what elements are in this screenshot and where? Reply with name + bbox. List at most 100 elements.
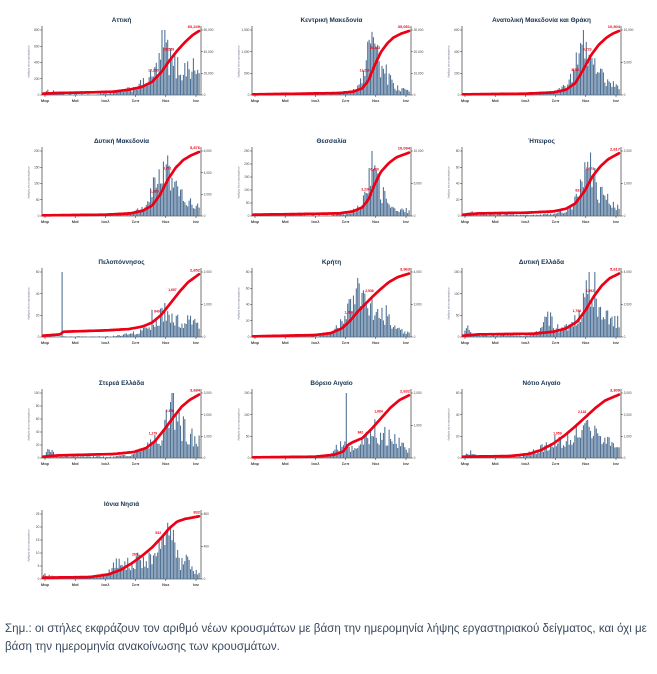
daily-bar: [618, 208, 620, 216]
daily-bar: [597, 199, 599, 216]
daily-bar: [538, 452, 540, 458]
daily-bar: [375, 46, 377, 95]
daily-bar: [192, 58, 194, 95]
y-axis-label: Αριθμός νέων κρουσμάτων: [237, 408, 241, 441]
daily-bar: [138, 450, 140, 458]
daily-bar: [498, 213, 500, 216]
daily-bar: [510, 335, 512, 337]
left-tick-label: 10: [36, 551, 40, 555]
daily-bar: [167, 39, 169, 95]
x-tick-label: Ιουλ: [521, 461, 530, 466]
daily-bar: [170, 48, 172, 95]
daily-bar: [525, 214, 527, 216]
daily-bar: [594, 167, 596, 216]
daily-bar: [528, 335, 530, 337]
daily-bar: [107, 336, 109, 337]
daily-bar: [131, 563, 133, 579]
daily-bar: [394, 434, 396, 458]
daily-bar: [402, 442, 404, 458]
daily-bar: [125, 569, 127, 579]
daily-bar: [540, 93, 542, 95]
daily-bar: [144, 566, 146, 579]
daily-bar: [168, 314, 170, 337]
daily-bar: [145, 561, 147, 579]
daily-bar: [184, 561, 186, 579]
region-chart-panel: Κρήτη 0 20 40 60 80 0 2,000 4,000 Μαρ Μαϊ Ιουλ Σεπ Νο…: [235, 255, 437, 351]
daily-bar: [154, 326, 156, 337]
left-tick-label: 0: [458, 93, 460, 97]
daily-bar: [372, 319, 374, 337]
daily-bar: [377, 173, 379, 216]
left-tick-label: 60: [36, 270, 40, 274]
daily-bar: [522, 454, 524, 458]
daily-bar: [588, 426, 590, 458]
daily-bar: [165, 410, 167, 458]
daily-bar: [605, 443, 607, 458]
daily-bar: [492, 214, 495, 216]
x-tick-label: Μαρ: [251, 98, 260, 103]
left-tick-label: 40: [36, 292, 40, 296]
daily-bar: [571, 82, 573, 95]
daily-bar: [605, 86, 607, 95]
cumulative-cases-line: [251, 272, 411, 338]
x-tick-label: Μαϊ: [282, 98, 290, 103]
daily-bar: [84, 336, 86, 337]
daily-bar: [395, 210, 397, 216]
daily-bar: [97, 94, 99, 95]
cumulative-mid-label: 6,723: [583, 47, 592, 51]
daily-bar: [607, 79, 609, 95]
daily-bar: [104, 93, 106, 95]
daily-bar: [288, 215, 290, 216]
daily-bar: [192, 446, 194, 458]
daily-bar: [584, 423, 586, 458]
daily-bar: [92, 577, 95, 579]
daily-bar: [567, 209, 569, 216]
panel-title: Ιόνια Νησιά: [104, 501, 139, 508]
daily-bar: [157, 552, 159, 579]
daily-bar: [141, 330, 143, 337]
daily-bar: [325, 334, 327, 337]
daily-bar: [374, 315, 376, 337]
cumulative-mid-label: 3,361: [571, 68, 580, 72]
daily-bar: [140, 560, 142, 579]
right-tick-label: 4,000: [624, 270, 632, 274]
daily-bar: [110, 572, 112, 579]
daily-bar: [547, 450, 549, 458]
daily-bar: [368, 168, 370, 216]
daily-bar: [162, 431, 164, 458]
cumulative-total-label: 3,963: [400, 267, 411, 272]
x-tick-label: Μαρ: [41, 219, 50, 224]
daily-bar: [61, 272, 63, 337]
daily-bar: [194, 70, 196, 95]
left-tick-label: 0: [248, 456, 250, 460]
daily-bar: [551, 214, 553, 216]
daily-bar: [185, 441, 187, 458]
daily-bar: [384, 190, 386, 216]
daily-bar: [285, 215, 287, 216]
daily-bar: [530, 215, 532, 216]
daily-bar: [131, 333, 133, 337]
daily-bar: [408, 332, 410, 337]
cumulative-mid-label: 1,059: [553, 431, 562, 435]
daily-bar: [60, 336, 62, 337]
daily-bar: [392, 327, 394, 337]
cumulative-mid-label: 849: [154, 310, 160, 314]
region-chart-panel: Ήπειρος 0 20 40 60 80 0 1,000 2,000 Μαρ Μαϊ Ιουλ Σεπ…: [445, 134, 647, 230]
daily-bar: [171, 393, 173, 458]
daily-bar: [384, 426, 386, 458]
daily-bar: [118, 455, 120, 458]
daily-bar: [608, 81, 610, 95]
daily-bar: [478, 214, 480, 216]
daily-bar: [112, 562, 114, 579]
daily-bar: [508, 335, 510, 337]
daily-bar: [524, 335, 526, 337]
daily-bar: [531, 452, 533, 458]
x-tick-label: Νοε: [162, 98, 169, 103]
daily-bar: [115, 336, 117, 337]
daily-bar: [408, 210, 410, 216]
daily-bar: [365, 431, 367, 458]
daily-bar: [574, 196, 576, 216]
daily-bar: [185, 554, 187, 579]
cumulative-mid-label: 2,358: [166, 409, 175, 413]
cumulative-cases-line: [251, 29, 411, 96]
